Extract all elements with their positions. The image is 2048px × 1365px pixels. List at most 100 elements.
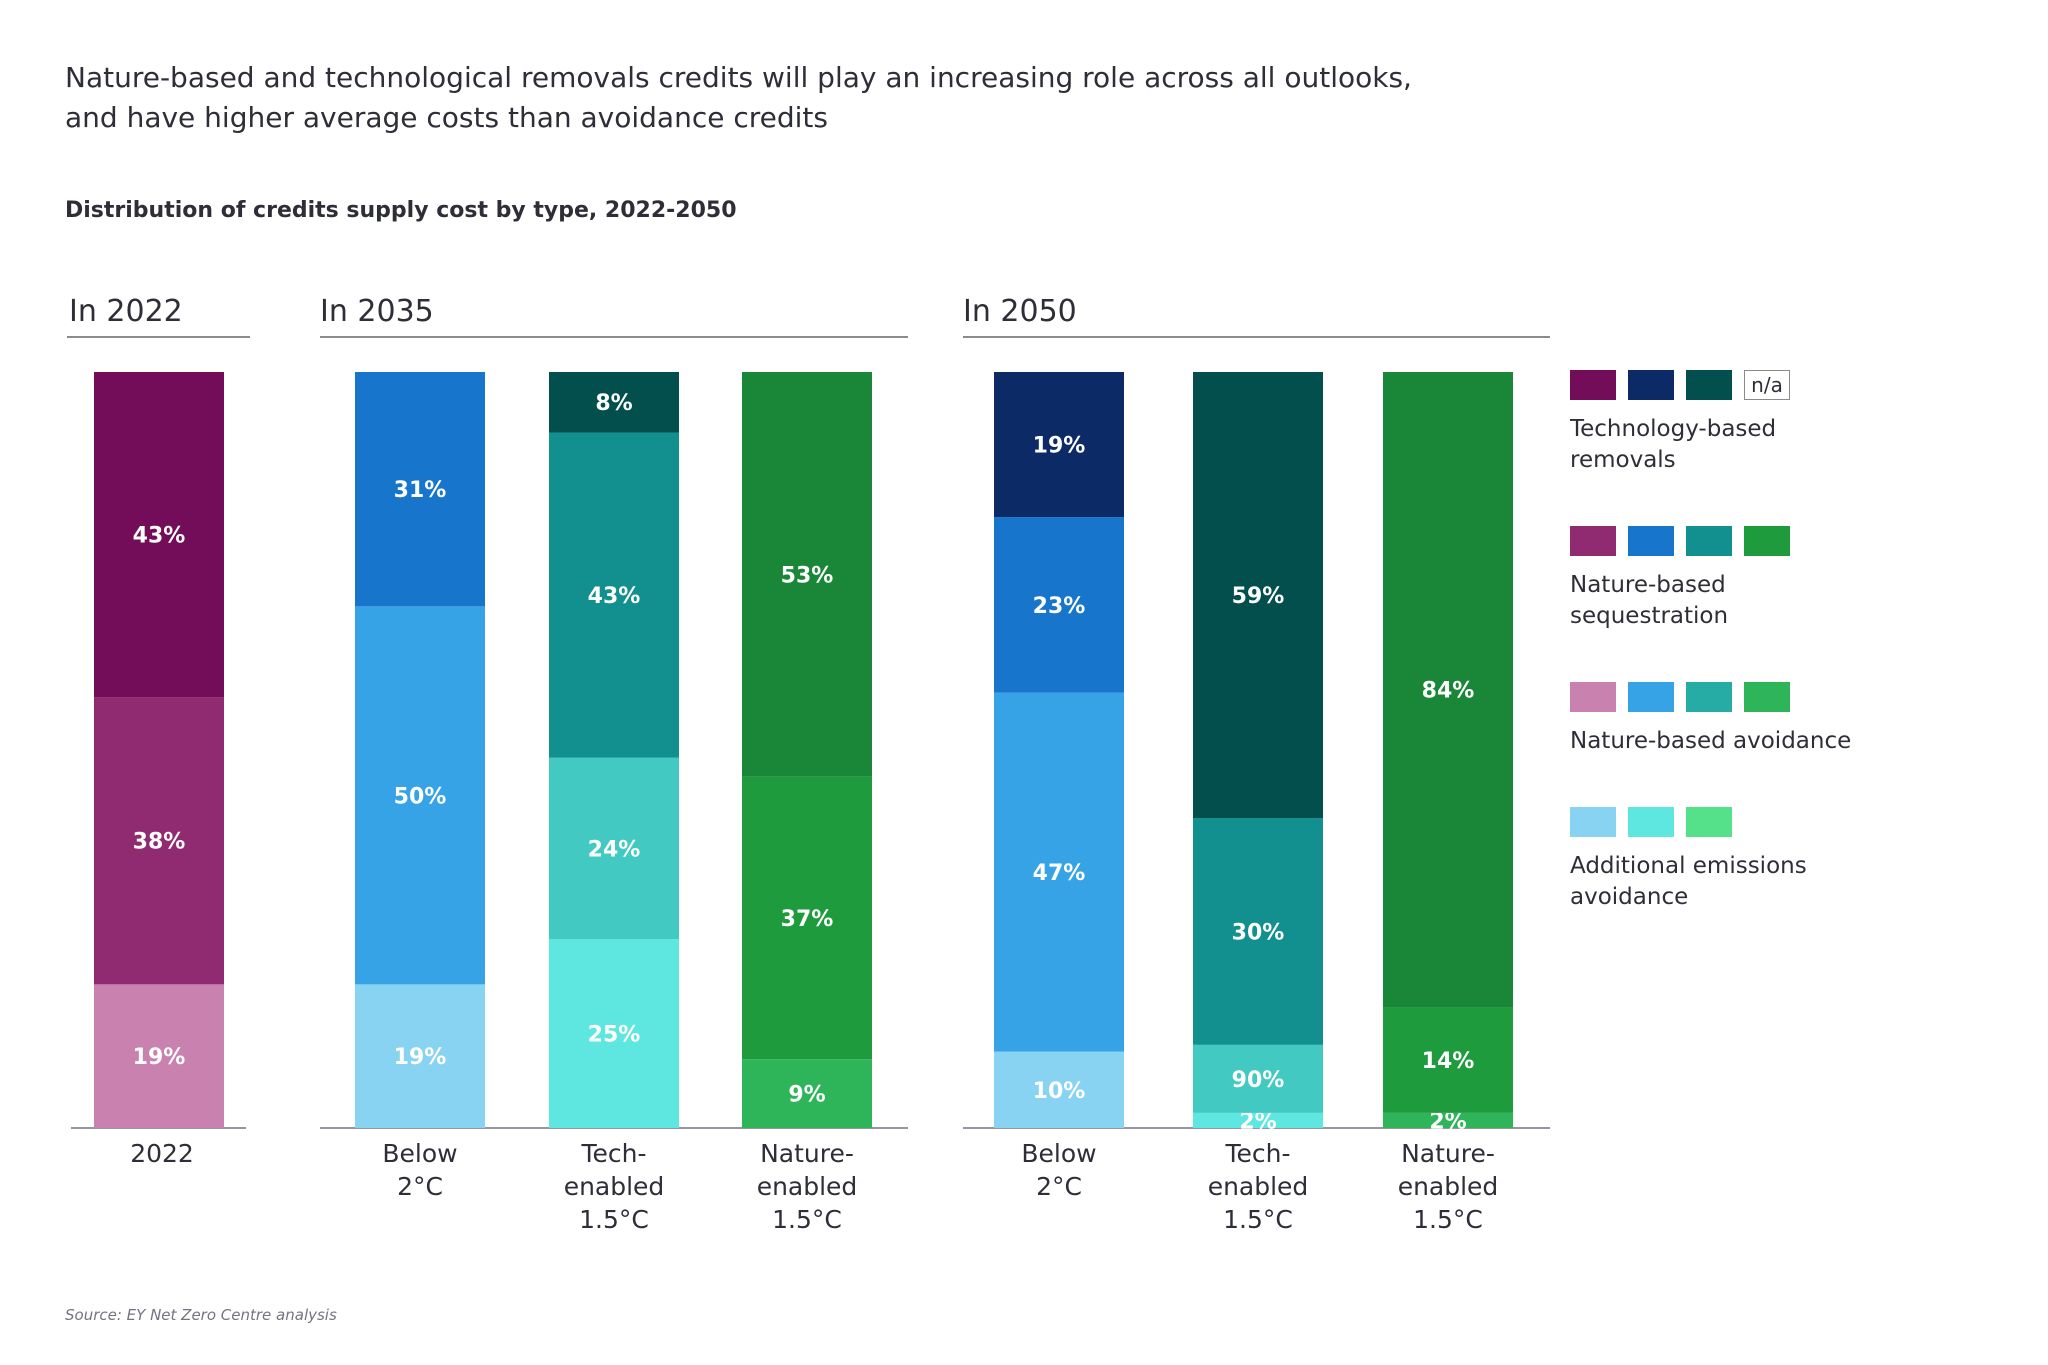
data-label: 37% [781,907,834,932]
bar-segment [742,372,872,777]
data-label: 59% [1232,584,1285,609]
headline: Nature-based and technological removals … [65,61,1412,134]
bar-segment [1193,1112,1323,1128]
legend-swatch [1686,526,1732,556]
legend-swatch [1570,526,1616,556]
data-label: 24% [588,837,641,862]
legend: n/a Technology-based removals Nature-bas… [1570,370,1870,963]
legend-swatch [1686,370,1732,400]
stacked-bar-chart: In 2022 19% 38% 43% 2022 In 2035 19% 50% 31% Belo… [67,294,1550,1234]
data-label: 2% [1429,1109,1466,1134]
legend-swatch-na: n/a [1744,370,1790,400]
legend-swatch [1570,370,1616,400]
data-label: 30% [1232,920,1285,945]
x-tick-label: enabled [1208,1172,1309,1201]
data-label: 25% [588,1023,641,1048]
data-label: 43% [133,524,186,549]
panel-title: In 2050 [963,294,1077,329]
data-label: 19% [133,1045,186,1070]
legend-swatch [1686,807,1732,837]
x-tick-label: Below [1021,1139,1096,1168]
data-label: 50% [394,784,447,809]
bar-segment [994,517,1124,693]
legend-label: Additional emissions avoidance [1570,853,1807,910]
legend-swatch [1628,682,1674,712]
chart-subtitle: Distribution of credits supply cost by t… [65,198,737,223]
legend-label: Technology-based removals [1570,416,1777,473]
x-tick-label: Nature- [1401,1139,1495,1168]
legend-swatch [1570,682,1616,712]
data-label: 84% [1422,679,1475,704]
bar-segment [742,1059,872,1128]
data-label: 43% [588,584,641,609]
legend-swatches: n/a [1570,370,1870,400]
legend-swatch [1628,370,1674,400]
x-tick-label: 2°C [1036,1172,1082,1201]
bar-segment [549,372,679,433]
bar-segment [355,984,485,1128]
bar-segment [94,372,224,698]
legend-swatch [1686,682,1732,712]
legend-swatch [1628,807,1674,837]
data-label: 14% [1422,1049,1475,1074]
bar-segment [994,1051,1124,1128]
bar-segment [549,939,679,1128]
data-label: 19% [1033,434,1086,459]
bar-segment [549,432,679,758]
legend-swatch [1744,682,1790,712]
panel-title: In 2022 [69,294,183,329]
bar-segment [94,984,224,1128]
bar-segment [1383,372,1513,1008]
x-tick-label: Below [382,1139,457,1168]
legend-group-nature-sequestration: Nature-based sequestration [1570,526,1870,632]
legend-group-nature-avoidance: Nature-based avoidance [1570,682,1870,757]
bar-segment [1383,1112,1513,1128]
x-tick-label: 2°C [397,1172,443,1201]
x-tick-label: Tech- [1224,1139,1290,1168]
legend-group-additional-avoidance: Additional emissions avoidance [1570,807,1870,913]
bar-segment [1193,1044,1323,1113]
data-label: 10% [1033,1079,1086,1104]
bar-segment [1193,372,1323,819]
data-label: 53% [781,563,834,588]
bar-segment [994,692,1124,1052]
panel-title: In 2035 [320,294,434,329]
bar-segment [355,606,485,985]
bar-segment [355,372,485,607]
legend-swatch [1628,526,1674,556]
data-label: 8% [595,391,632,416]
x-tick-label: enabled [1398,1172,1499,1201]
bar-segment [994,372,1124,518]
legend-group-tech-removals: n/a Technology-based removals [1570,370,1870,476]
x-tick-label: 1.5°C [772,1205,842,1234]
x-tick-label: Tech- [580,1139,646,1168]
legend-label: Nature-based avoidance [1570,728,1852,754]
data-label: 90% [1232,1068,1285,1093]
legend-swatches [1570,807,1870,837]
data-label: 19% [394,1045,447,1070]
x-tick-label: enabled [757,1172,858,1201]
x-tick-label: Nature- [760,1139,854,1168]
bar-segment [1383,1007,1513,1113]
legend-swatches [1570,682,1870,712]
x-tick-label: 1.5°C [579,1205,649,1234]
legend-label: Nature-based sequestration [1570,572,1729,629]
bar-segment [742,776,872,1060]
legend-swatch [1570,807,1616,837]
x-tick-label: 1.5°C [1223,1205,1293,1234]
data-label: 31% [394,478,447,503]
x-tick-label: enabled [564,1172,665,1201]
legend-swatches [1570,526,1870,556]
x-tick-label: 2022 [130,1139,194,1168]
source-note: Source: EY Net Zero Centre analysis [65,1306,337,1324]
data-label: 47% [1033,861,1086,886]
data-label: 23% [1033,594,1086,619]
bar-segment [549,757,679,939]
legend-swatch [1744,526,1790,556]
bar-segment [1193,818,1323,1045]
data-label: 9% [788,1083,825,1108]
data-label: 38% [133,830,186,855]
bar-segment [94,697,224,985]
data-label: 2% [1239,1109,1276,1134]
x-tick-label: 1.5°C [1413,1205,1483,1234]
